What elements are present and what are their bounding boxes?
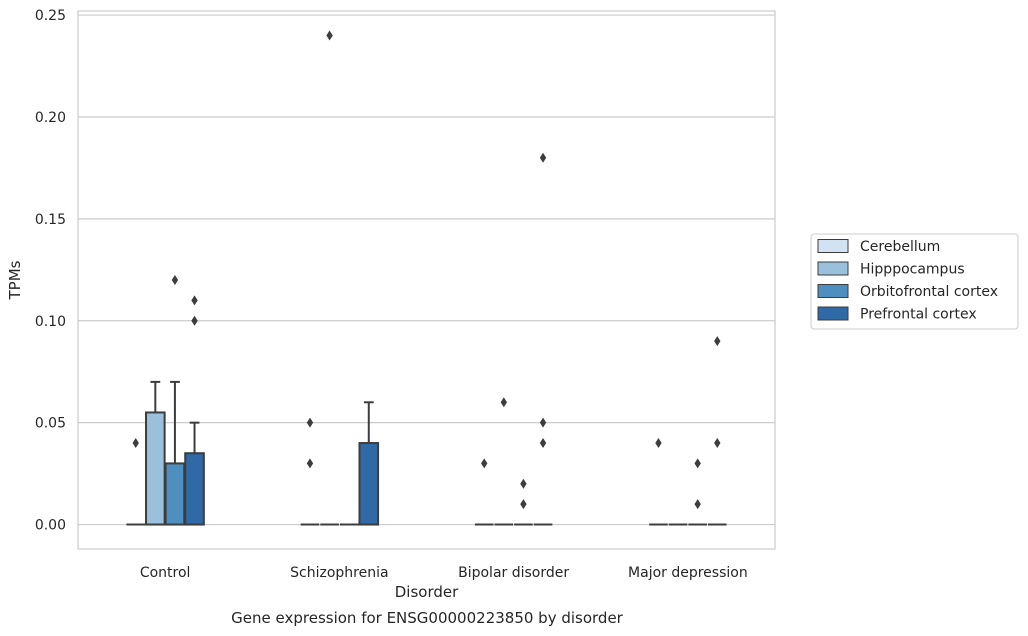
x-tick-label: Major depression bbox=[628, 565, 748, 581]
outlier-point bbox=[191, 315, 198, 326]
box bbox=[145, 411, 166, 526]
x-tick-labels: Control Schizophrenia Bipolar disorder Majo… bbox=[140, 565, 748, 581]
y-axis-title: TPMs bbox=[6, 260, 24, 300]
box-group bbox=[145, 380, 166, 526]
outlier-point bbox=[520, 499, 527, 510]
y-tick-label: 0.20 bbox=[35, 110, 66, 126]
legend-label: Prefrontal cortex bbox=[860, 307, 977, 323]
grid-lines bbox=[78, 14, 775, 526]
outlier-points bbox=[132, 30, 721, 510]
y-tick-label: 0.25 bbox=[35, 8, 66, 24]
box bbox=[184, 452, 205, 526]
outlier-point bbox=[481, 458, 488, 469]
box-group bbox=[164, 380, 186, 526]
x-axis-title: Disorder bbox=[395, 583, 459, 601]
outlier-point bbox=[520, 478, 527, 489]
y-tick-label: 0.15 bbox=[35, 212, 66, 228]
legend-item: Cerebellum bbox=[817, 239, 940, 255]
legend-label: Hipppocampus bbox=[860, 262, 965, 278]
outlier-point bbox=[655, 438, 662, 449]
outlier-point bbox=[500, 397, 508, 408]
legend-swatch bbox=[817, 261, 849, 276]
outlier-point bbox=[694, 458, 701, 469]
box bbox=[358, 442, 380, 526]
outlier-point bbox=[132, 438, 139, 449]
y-tick-label: 0.00 bbox=[35, 518, 66, 534]
x-tick-label: Schizophrenia bbox=[290, 565, 388, 581]
box bbox=[164, 462, 186, 526]
outlier-point bbox=[539, 438, 547, 449]
outlier-point bbox=[171, 275, 179, 285]
y-tick-label: 0.10 bbox=[35, 314, 66, 330]
outlier-point bbox=[539, 152, 547, 163]
plot-frame bbox=[77, 10, 776, 550]
legend-label: Cerebellum bbox=[860, 239, 940, 255]
y-tick-labels: 0.00 0.05 0.10 0.15 0.20 0.25 bbox=[35, 8, 66, 533]
legend: Cerebellum Hipppocampus Orbitofrontal cort… bbox=[810, 233, 1019, 330]
legend-swatch bbox=[817, 239, 849, 253]
y-tick-label: 0.05 bbox=[35, 416, 66, 432]
outlier-point bbox=[694, 499, 701, 510]
outlier-point bbox=[191, 295, 198, 306]
box-group bbox=[358, 401, 380, 526]
outlier-point bbox=[714, 336, 721, 347]
x-tick-label: Control bbox=[140, 565, 191, 581]
legend-item: Orbitofrontal cortex bbox=[817, 284, 998, 300]
legend-swatch bbox=[817, 306, 849, 321]
legend-label: Orbitofrontal cortex bbox=[860, 284, 998, 300]
outlier-point bbox=[306, 417, 314, 428]
legend-swatch bbox=[817, 284, 849, 298]
legend-item: Hipppocampus bbox=[817, 261, 965, 278]
x-tick-label: Bipolar disorder bbox=[458, 565, 569, 581]
outlier-point bbox=[714, 438, 721, 449]
box-group bbox=[184, 421, 205, 526]
outlier-point bbox=[326, 30, 333, 41]
outlier-point bbox=[539, 417, 547, 428]
legend-frame bbox=[810, 233, 1019, 330]
outlier-point bbox=[306, 458, 314, 469]
chart-caption: Gene expression for ENSG00000223850 by d… bbox=[231, 609, 624, 627]
box-series bbox=[126, 380, 727, 526]
legend-item: Prefrontal cortex bbox=[817, 306, 977, 323]
